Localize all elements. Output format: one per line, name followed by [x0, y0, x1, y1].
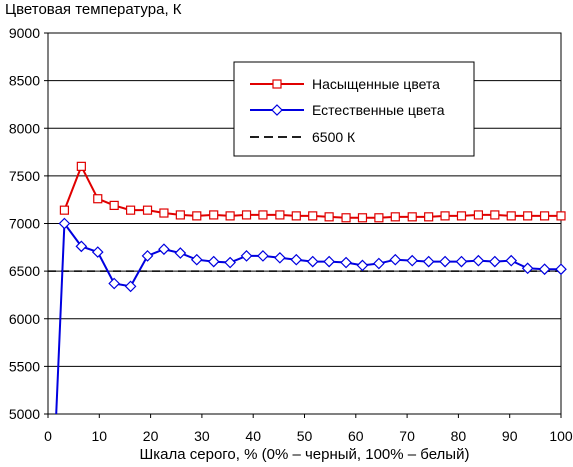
x-tick-label: 40	[245, 428, 261, 444]
y-tick-labels: 5000 5500 6000 6500 7000 7500 8000 8500 9000	[9, 25, 40, 422]
plot-area-frame	[47, 32, 562, 415]
x-tick-label: 100	[549, 428, 573, 444]
data-point	[341, 213, 351, 223]
y-tick-label: 8500	[9, 73, 40, 89]
x-tick-label: 0	[44, 428, 52, 444]
data-point	[473, 210, 484, 220]
data-point	[125, 205, 136, 215]
x-tick-label: 30	[194, 428, 210, 444]
data-point	[324, 212, 334, 222]
data-point	[357, 213, 368, 223]
data-point	[142, 205, 153, 215]
data-point	[556, 211, 566, 221]
y-tick-label: 7000	[9, 216, 40, 232]
data-point	[93, 194, 103, 204]
data-point	[456, 211, 467, 221]
x-tick-label: 50	[297, 428, 313, 444]
data-point	[158, 243, 170, 256]
data-point	[91, 246, 104, 258]
data-point	[490, 210, 500, 220]
y-tick-label: 9000	[9, 25, 40, 41]
data-point	[488, 255, 501, 268]
data-point	[539, 211, 550, 221]
data-point	[356, 259, 369, 272]
data-point	[124, 280, 137, 293]
data-point	[521, 262, 534, 275]
x-tick-labels: 0 10 20 30 40 50 60 70 80 90 100	[44, 428, 573, 444]
data-point	[523, 211, 533, 221]
data-point	[373, 257, 385, 270]
y-tick-label: 8000	[9, 120, 40, 136]
data-point	[241, 210, 252, 220]
data-point	[424, 212, 434, 222]
data-point	[274, 251, 286, 264]
data-point	[224, 256, 236, 269]
legend-label: Естественные цвета	[312, 102, 445, 118]
x-tick-label: 70	[399, 428, 415, 444]
x-axis-title: Шкала серого, % (0% – черный, 100% – бел…	[139, 446, 470, 463]
data-point	[422, 255, 435, 268]
data-point	[59, 205, 70, 215]
legend: Насыщенные цвета Естественные цвета 6500 К	[233, 61, 475, 157]
y-tick-label: 7500	[9, 168, 40, 184]
data-point	[76, 161, 86, 171]
data-point	[290, 253, 303, 266]
data-point	[257, 250, 269, 262]
data-point	[207, 255, 220, 268]
data-point	[506, 211, 516, 221]
legend-marker	[272, 79, 282, 89]
series-line	[63, 163, 561, 219]
data-point	[389, 253, 402, 266]
data-point	[108, 277, 121, 290]
data-point	[58, 217, 71, 230]
data-point	[340, 256, 352, 269]
data-point	[175, 210, 185, 220]
x-tick-label: 20	[143, 428, 159, 444]
data-point	[455, 255, 468, 268]
legend-marker	[271, 104, 283, 116]
data-point	[75, 240, 88, 253]
data-point	[275, 210, 285, 220]
data-point	[407, 212, 417, 222]
data-point	[190, 253, 203, 266]
data-point	[440, 211, 450, 221]
x-tick-label: 80	[451, 428, 467, 444]
series-square	[59, 161, 566, 223]
data-point	[472, 254, 485, 267]
data-point	[174, 247, 187, 259]
y-tick-label: 5500	[9, 358, 40, 374]
data-point	[406, 254, 419, 267]
legend-label: 6500 К	[312, 129, 356, 145]
data-point	[323, 255, 335, 268]
data-point	[141, 250, 154, 262]
x-tick-label: 10	[92, 428, 108, 444]
data-point	[291, 211, 301, 221]
data-point	[306, 255, 319, 268]
y-tick-label: 6500	[9, 263, 40, 279]
data-point	[439, 255, 451, 268]
y-axis-title: Цветовая температура, К	[5, 1, 182, 18]
data-point	[109, 200, 119, 211]
data-point	[209, 210, 219, 220]
data-point	[258, 210, 268, 220]
x-tick-label: 60	[348, 428, 364, 444]
data-point	[240, 250, 253, 262]
data-point	[555, 263, 567, 276]
legend-label: Насыщенные цвета	[312, 76, 440, 92]
data-point	[374, 213, 384, 223]
data-point	[505, 254, 518, 267]
data-point	[538, 263, 551, 276]
data-point	[192, 211, 202, 221]
data-point	[308, 211, 318, 221]
y-tick-label: 6000	[9, 311, 40, 327]
data-point	[390, 212, 400, 222]
x-tick-label: 90	[502, 428, 518, 444]
series-diamond	[55, 217, 567, 415]
data-point	[159, 208, 169, 218]
y-tick-label: 5000	[9, 406, 40, 422]
series-layer	[48, 161, 567, 415]
data-point	[225, 211, 235, 221]
